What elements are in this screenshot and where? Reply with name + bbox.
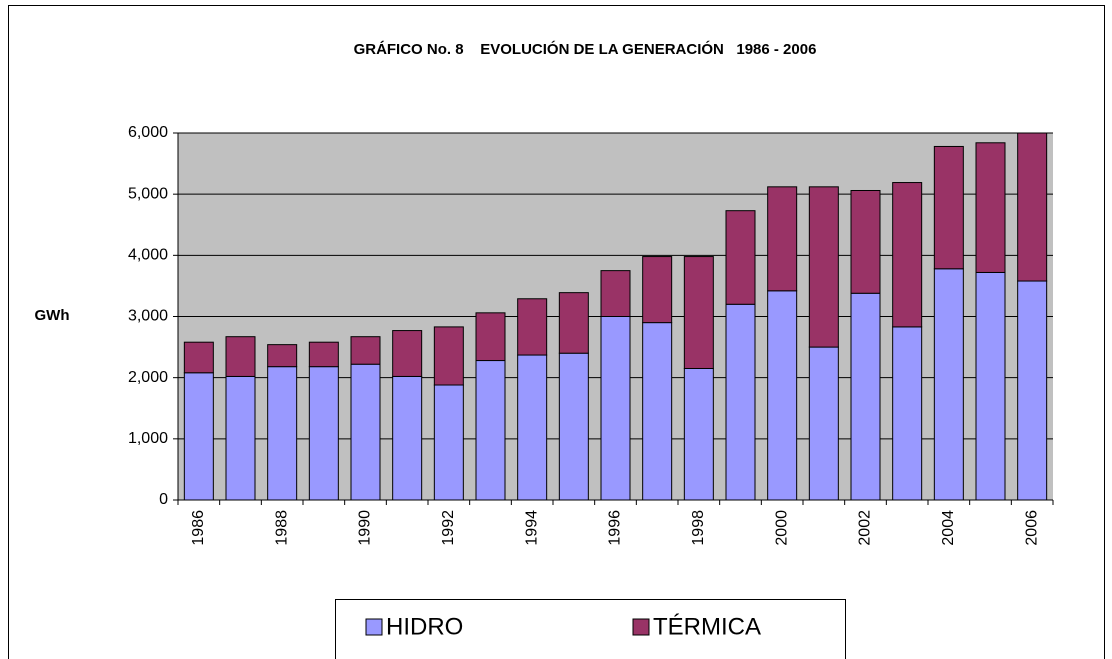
- bar-segment: [642, 256, 673, 324]
- bar-segment: [725, 210, 756, 305]
- bar-segment: [933, 268, 964, 501]
- x-tick-label: 1990: [357, 510, 374, 546]
- y-tick-label: 5,000: [128, 185, 168, 202]
- bar-segment: [350, 336, 381, 365]
- bar-segment: [767, 290, 798, 501]
- bar-segment: [850, 292, 881, 501]
- y-tick-label: 3,000: [128, 308, 168, 325]
- bar-segment: [517, 354, 548, 501]
- bar-segment: [308, 366, 339, 501]
- bar-segment: [1017, 280, 1048, 501]
- bar-segment: [558, 352, 589, 501]
- y-tick-label: 2,000: [128, 369, 168, 386]
- y-tick-label: 6,000: [128, 124, 168, 141]
- bar-segment: [933, 145, 964, 270]
- legend: [335, 599, 846, 659]
- bar-segment: [183, 372, 214, 501]
- legend-label: HIDRO: [386, 613, 463, 640]
- bar-segment: [767, 186, 798, 292]
- bar-segment: [892, 182, 923, 328]
- legend-swatch: [365, 618, 383, 636]
- bar-segment: [850, 189, 881, 294]
- x-tick-label: 1994: [523, 510, 540, 546]
- bar-segment: [433, 326, 464, 386]
- x-tick-label: 2006: [1023, 510, 1040, 546]
- bar-segment: [433, 384, 464, 501]
- bar-segment: [517, 298, 548, 356]
- legend-label: TÉRMICA: [653, 613, 761, 640]
- bar-segment: [225, 336, 256, 377]
- bar-segment: [267, 366, 298, 501]
- bar-segment: [475, 312, 506, 362]
- x-tick-label: 2004: [940, 510, 957, 546]
- bar-segment: [975, 271, 1006, 501]
- bar-segment: [725, 303, 756, 501]
- x-tick-label: 1986: [190, 510, 207, 546]
- x-tick-label: 1996: [607, 510, 624, 546]
- bar-segment: [1017, 132, 1048, 282]
- x-tick-label: 2002: [857, 510, 874, 546]
- x-tick-label: 1998: [690, 510, 707, 546]
- bar-segment: [558, 292, 589, 354]
- bar-segment: [350, 363, 381, 501]
- bar-segment: [308, 341, 339, 368]
- y-tick-label: 0: [159, 491, 168, 508]
- chart-title: GRÁFICO No. 8 EVOLUCIÓN DE LA GENERACIÓN…: [354, 40, 817, 58]
- bar-segment: [808, 186, 839, 348]
- bar-segment: [267, 344, 298, 368]
- x-tick-label: 2000: [773, 510, 790, 546]
- bar-segment: [600, 270, 631, 317]
- bar-segment: [600, 316, 631, 501]
- y-tick-label: 4,000: [128, 247, 168, 264]
- y-axis-label: GWh: [35, 307, 70, 324]
- bar-segment: [892, 326, 923, 501]
- bar-segment: [975, 142, 1006, 273]
- bar-segment: [225, 375, 256, 501]
- y-tick-label: 1,000: [128, 430, 168, 447]
- x-tick-label: 1992: [440, 510, 457, 546]
- bar-segment: [392, 375, 423, 501]
- bar-segment: [642, 322, 673, 501]
- bar-segment: [683, 256, 714, 369]
- bar-segment: [683, 367, 714, 501]
- bar-segment: [808, 346, 839, 501]
- chart-frame: [8, 5, 1105, 659]
- bar-segment: [183, 341, 214, 374]
- bar-segment: [475, 360, 506, 501]
- bar-segment: [392, 330, 423, 377]
- legend-swatch: [632, 618, 650, 636]
- x-tick-label: 1988: [273, 510, 290, 546]
